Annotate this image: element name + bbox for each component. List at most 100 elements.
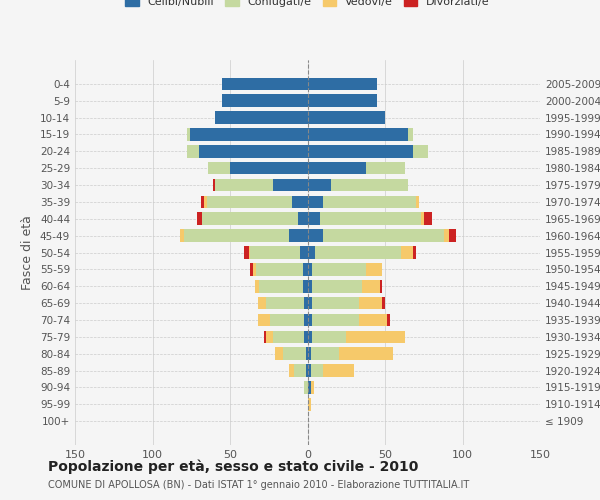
- Bar: [258, 297, 266, 310]
- Bar: [308, 78, 377, 90]
- Bar: [244, 246, 248, 259]
- Bar: [215, 178, 274, 192]
- Bar: [306, 364, 308, 377]
- Bar: [197, 212, 202, 225]
- Bar: [380, 280, 382, 292]
- Bar: [303, 263, 308, 276]
- Bar: [362, 280, 380, 292]
- Bar: [222, 78, 308, 90]
- Bar: [256, 263, 303, 276]
- Bar: [184, 230, 289, 242]
- Bar: [338, 348, 393, 360]
- Bar: [308, 128, 408, 141]
- Bar: [289, 230, 308, 242]
- Bar: [308, 364, 311, 377]
- Bar: [300, 246, 308, 259]
- Bar: [386, 314, 389, 326]
- Bar: [203, 196, 207, 208]
- Bar: [346, 330, 405, 343]
- Bar: [253, 263, 256, 276]
- Bar: [323, 230, 444, 242]
- Bar: [230, 162, 308, 174]
- Bar: [359, 297, 382, 310]
- Bar: [308, 162, 367, 174]
- Bar: [312, 330, 346, 343]
- Bar: [303, 280, 308, 292]
- Bar: [308, 314, 312, 326]
- Bar: [275, 348, 283, 360]
- Bar: [304, 314, 308, 326]
- Bar: [408, 128, 413, 141]
- Bar: [308, 263, 312, 276]
- Bar: [308, 145, 413, 158]
- Bar: [222, 94, 308, 107]
- Bar: [312, 280, 362, 292]
- Bar: [308, 230, 323, 242]
- Bar: [200, 196, 203, 208]
- Bar: [274, 178, 308, 192]
- Bar: [323, 364, 354, 377]
- Bar: [312, 314, 359, 326]
- Bar: [308, 212, 320, 225]
- Bar: [323, 196, 416, 208]
- Text: Popolazione per età, sesso e stato civile - 2010: Popolazione per età, sesso e stato civil…: [48, 460, 418, 474]
- Legend: Celibi/Nubili, Coniugati/e, Vedovi/e, Divorziati/e: Celibi/Nubili, Coniugati/e, Vedovi/e, Di…: [125, 0, 490, 7]
- Bar: [421, 212, 424, 225]
- Bar: [311, 381, 314, 394]
- Bar: [270, 314, 304, 326]
- Bar: [264, 330, 266, 343]
- Bar: [306, 348, 308, 360]
- Bar: [266, 297, 304, 310]
- Bar: [190, 128, 308, 141]
- Bar: [304, 381, 308, 394]
- Bar: [202, 212, 298, 225]
- Bar: [208, 162, 230, 174]
- Bar: [289, 364, 293, 377]
- Bar: [413, 246, 416, 259]
- Bar: [308, 246, 315, 259]
- Bar: [308, 178, 331, 192]
- Bar: [207, 196, 292, 208]
- Bar: [181, 230, 184, 242]
- Bar: [215, 111, 308, 124]
- Bar: [367, 162, 405, 174]
- Text: COMUNE DI APOLLOSA (BN) - Dati ISTAT 1° gennaio 2010 - Elaborazione TUTTITALIA.I: COMUNE DI APOLLOSA (BN) - Dati ISTAT 1° …: [48, 480, 469, 490]
- Bar: [255, 280, 259, 292]
- Bar: [250, 263, 253, 276]
- Bar: [283, 348, 306, 360]
- Bar: [250, 246, 300, 259]
- Bar: [298, 212, 308, 225]
- Bar: [308, 111, 385, 124]
- Bar: [367, 263, 382, 276]
- Bar: [444, 230, 449, 242]
- Bar: [248, 246, 250, 259]
- Bar: [187, 128, 190, 141]
- Bar: [199, 145, 308, 158]
- Bar: [308, 94, 377, 107]
- Bar: [449, 230, 457, 242]
- Bar: [304, 297, 308, 310]
- Bar: [304, 330, 308, 343]
- Bar: [311, 364, 323, 377]
- Bar: [308, 196, 323, 208]
- Bar: [413, 145, 428, 158]
- Y-axis label: Fasce di età: Fasce di età: [22, 215, 34, 290]
- Bar: [312, 297, 359, 310]
- Bar: [258, 314, 271, 326]
- Bar: [424, 212, 431, 225]
- Bar: [331, 178, 408, 192]
- Bar: [259, 280, 303, 292]
- Bar: [308, 297, 312, 310]
- Bar: [293, 364, 306, 377]
- Bar: [266, 330, 274, 343]
- Bar: [320, 212, 421, 225]
- Bar: [187, 145, 199, 158]
- Bar: [311, 348, 338, 360]
- Bar: [382, 297, 385, 310]
- Bar: [416, 196, 419, 208]
- Bar: [308, 398, 311, 410]
- Bar: [292, 196, 308, 208]
- Bar: [401, 246, 413, 259]
- Bar: [308, 381, 311, 394]
- Bar: [315, 246, 401, 259]
